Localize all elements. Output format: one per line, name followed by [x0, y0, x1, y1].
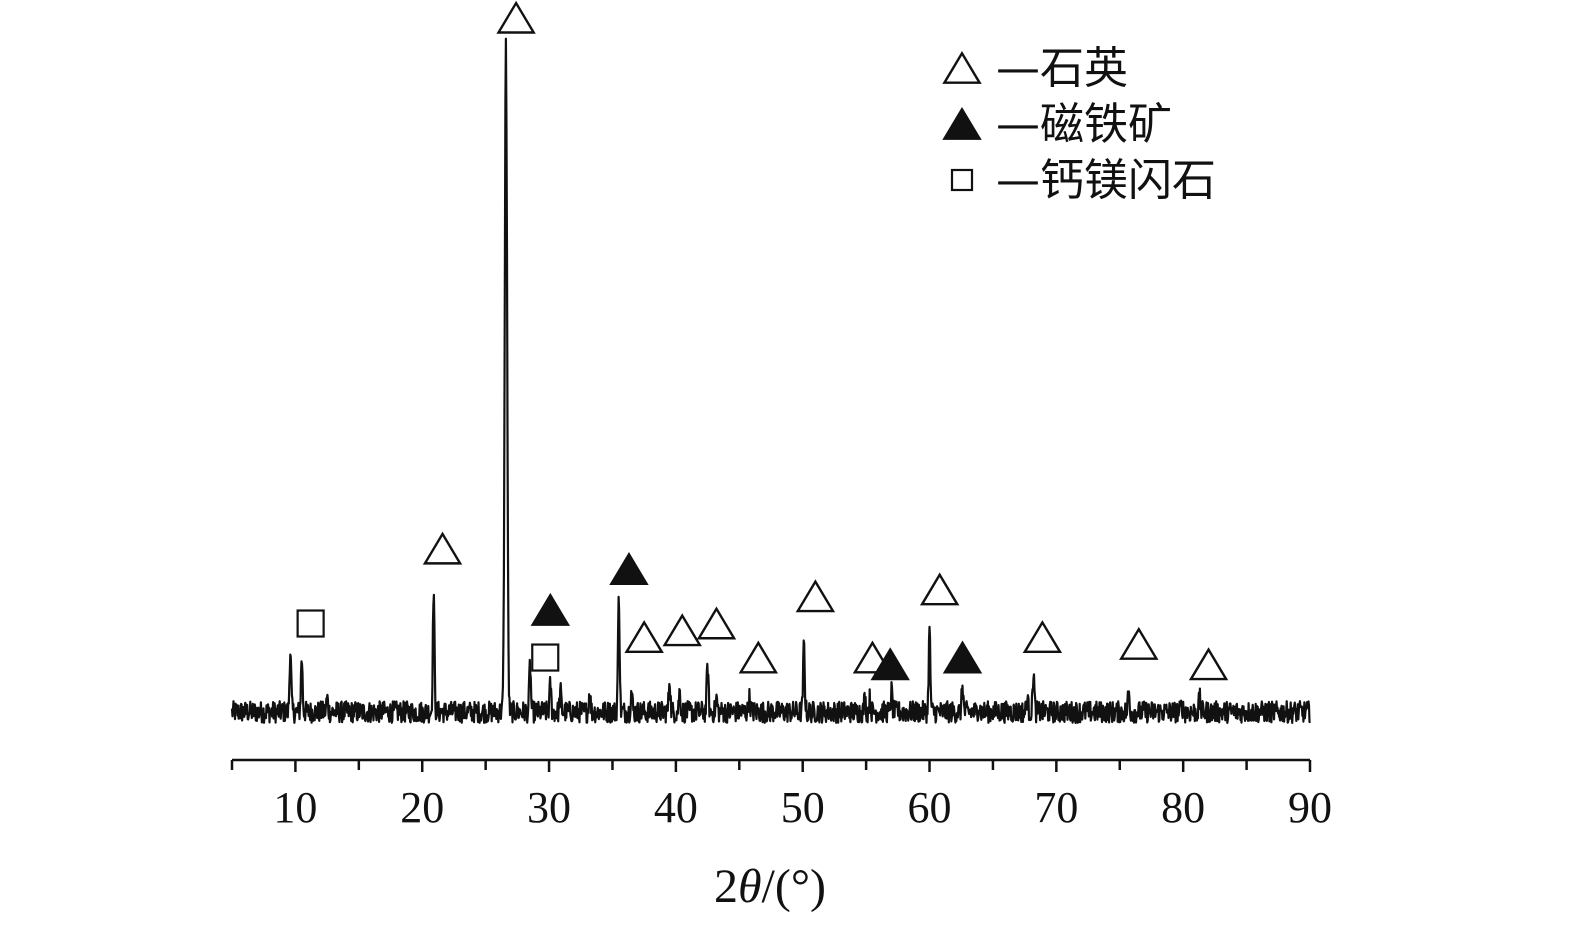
open-triangle-marker: [738, 640, 779, 674]
open-triangle-marker: [624, 620, 664, 654]
x-tick-label: 50: [781, 783, 825, 832]
open-triangle-marker: [496, 0, 536, 34]
open-triangle-marker: [1022, 620, 1063, 654]
open-triangle-marker: [696, 606, 737, 640]
x-tick-label: 30: [527, 783, 571, 832]
x-tick-label: 80: [1161, 783, 1205, 832]
x-tick-label: 10: [273, 783, 317, 832]
open-triangle-marker: [1188, 647, 1229, 681]
open-square-marker: [296, 609, 325, 638]
x-axis-title-symbol: θ: [738, 860, 762, 913]
open-triangle-marker: [795, 579, 836, 613]
legend: —石英—磁铁矿—钙镁闪石: [942, 43, 1216, 206]
x-axis-title-suffix: /(°): [762, 860, 827, 913]
legend-label: —石英: [996, 43, 1128, 94]
open-triangle-marker: [919, 572, 960, 606]
x-tick-label: 40: [654, 783, 698, 832]
x-ticks: 10 20 30 40 50 60 70 80 90: [230, 760, 1332, 832]
phase-markers: [296, 0, 1229, 681]
x-axis-title-prefix: 2: [714, 860, 738, 913]
plot-area: [230, 0, 1312, 724]
filled-triangle-marker: [870, 647, 910, 681]
x-tick-label: 70: [1034, 783, 1078, 832]
x-axis: 10 20 30 40 50 60 70 80 90 2θ/(°): [230, 758, 1332, 913]
x-tick-label: 90: [1288, 783, 1332, 832]
open-triangle-marker: [942, 50, 982, 84]
filled-triangle-marker: [530, 592, 571, 626]
open-triangle-marker: [1119, 626, 1159, 660]
x-tick-label: 20: [400, 783, 444, 832]
filled-triangle-marker: [609, 552, 649, 585]
legend-label: —钙镁闪石: [996, 155, 1216, 206]
open-square-marker: [950, 168, 974, 192]
open-triangle-marker: [662, 613, 702, 647]
open-square-marker: [531, 643, 560, 672]
filled-triangle-marker: [942, 640, 983, 674]
open-triangle-marker: [422, 531, 463, 565]
x-tick-label: 60: [908, 783, 952, 832]
filled-triangle-marker: [942, 106, 982, 140]
legend-label: —磁铁矿: [996, 99, 1172, 150]
xrd-pattern-line: [230, 37, 1312, 724]
x-axis-title: 2θ/(°): [714, 860, 826, 913]
